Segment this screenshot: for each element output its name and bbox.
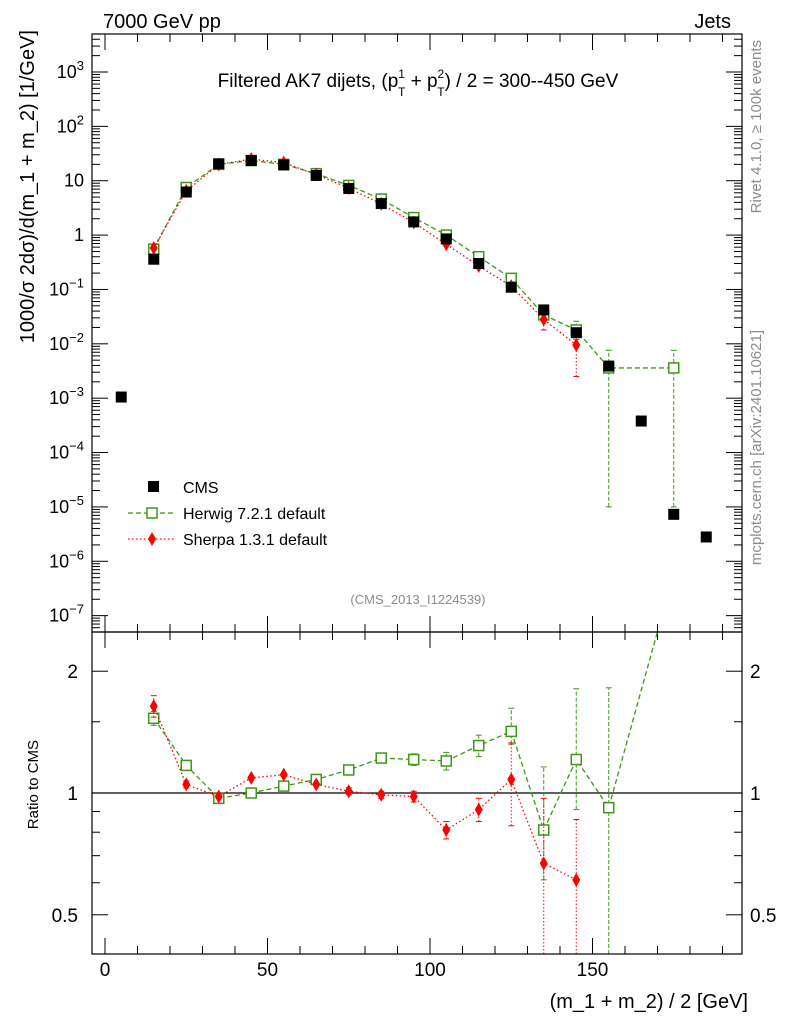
data-point xyxy=(278,780,290,792)
rivet-version-label: Rivet 4.1.0, ≥ 100k events xyxy=(748,40,765,213)
series-line xyxy=(153,158,577,346)
ratio-frame xyxy=(91,631,743,955)
data-point xyxy=(668,362,680,374)
data-point xyxy=(442,823,451,838)
main-panel: 10−7 10−6 10−5 10−4 10−3 10−2 10−1 1 10 102 103 xyxy=(49,33,742,633)
legend-cms-label: CMS xyxy=(183,480,219,497)
main-ylabel: 1000/σ 2dσ)/d(m_1 + m_2) [1/GeV] xyxy=(17,30,39,343)
data-point xyxy=(603,801,615,814)
data-point xyxy=(245,155,257,167)
data-point xyxy=(343,182,355,194)
data-point xyxy=(180,759,192,772)
data-point xyxy=(247,770,256,785)
y-tick-label: 10−2 xyxy=(49,330,84,354)
mcplots-label: mcplots.cern.ch [arXiv:2401.10621] xyxy=(748,330,765,565)
y-tick-label: 10−6 xyxy=(49,547,84,571)
legend-herwig-label: Herwig 7.2.1 default xyxy=(183,506,326,523)
data-point xyxy=(214,789,223,804)
legend-sherpa-marker xyxy=(148,532,156,546)
data-point xyxy=(409,789,418,804)
data-point xyxy=(473,258,485,270)
data-point xyxy=(572,338,581,353)
legend: CMS Herwig 7.2.1 default Sherpa 1.3.1 de… xyxy=(128,480,328,549)
data-point xyxy=(538,304,550,316)
ratio-y-tick-label-right: 2 xyxy=(750,662,761,683)
legend-herwig-marker xyxy=(146,507,158,519)
ratio-y-tick-label-right: 0.5 xyxy=(750,906,776,927)
y-tick-label: 1 xyxy=(74,225,84,245)
data-point xyxy=(474,802,483,817)
data-point xyxy=(572,872,581,887)
data-point xyxy=(440,233,452,245)
data-point xyxy=(344,784,353,799)
x-tick-label: 50 xyxy=(257,960,278,981)
header-right: Jets xyxy=(694,11,731,33)
xlabel: (m_1 + m_2) / 2 [GeV] xyxy=(550,991,748,1013)
y-tick-label: 10−4 xyxy=(49,439,84,463)
x-tick-label: 150 xyxy=(577,960,609,981)
header-left: 7000 GeV pp xyxy=(103,11,221,33)
data-point xyxy=(375,198,387,210)
data-point xyxy=(539,312,548,327)
data-point xyxy=(570,327,582,339)
ratio-y-tick-label: 0.5 xyxy=(52,906,78,927)
y-tick-label: 102 xyxy=(57,112,84,136)
data-point xyxy=(278,159,290,171)
data-point xyxy=(539,856,548,871)
y-tick-label: 103 xyxy=(57,58,84,82)
data-point xyxy=(635,415,647,427)
data-point xyxy=(180,186,192,198)
x-tick-label: 100 xyxy=(414,960,446,981)
data-point xyxy=(312,777,321,792)
data-point xyxy=(343,764,355,776)
data-point xyxy=(700,531,712,543)
y-tick-label: 10−3 xyxy=(49,384,84,408)
ratio-y-tick-label-right: 1 xyxy=(750,784,761,805)
data-point xyxy=(408,753,420,766)
data-point xyxy=(245,787,257,799)
ratio-ylabel: Ratio to CMS xyxy=(25,740,42,829)
data-point xyxy=(149,699,158,714)
data-point xyxy=(115,391,127,403)
ratio-panel: 0 50 100 150 0.5 0.5 1 1 2 2 xyxy=(52,632,776,981)
data-point xyxy=(310,169,322,181)
series-line xyxy=(153,159,674,369)
data-point xyxy=(507,772,516,787)
analysis-watermark: (CMS_2013_I1224539) xyxy=(350,592,485,607)
data-point xyxy=(473,739,485,752)
data-point xyxy=(182,777,191,792)
data-point xyxy=(440,755,452,767)
ratio-y-tick-label: 2 xyxy=(67,662,78,683)
y-tick-label: 10−1 xyxy=(49,275,84,299)
data-point xyxy=(279,767,288,782)
y-tick-label: 10 xyxy=(64,171,84,191)
y-tick-label: 10−7 xyxy=(49,602,84,626)
x-tick-label: 0 xyxy=(100,960,111,981)
data-point xyxy=(408,216,420,228)
y-tick-label: 10−5 xyxy=(49,493,84,517)
data-point xyxy=(213,158,225,170)
data-point xyxy=(570,753,582,766)
data-point xyxy=(149,240,158,255)
data-point xyxy=(603,360,615,372)
data-point xyxy=(377,787,386,802)
data-point xyxy=(505,281,517,293)
data-point xyxy=(375,752,387,764)
ratio-y-tick-label: 1 xyxy=(67,784,78,805)
series-line xyxy=(153,705,577,881)
data-point xyxy=(668,508,680,520)
data-point xyxy=(505,725,517,738)
legend-sherpa-label: Sherpa 1.3.1 default xyxy=(183,532,328,549)
data-point xyxy=(148,253,160,265)
legend-cms-marker xyxy=(148,481,159,492)
main-title: Filtered AK7 dijets, (p1 T + p2 T) / 2 = 3… xyxy=(218,67,619,99)
